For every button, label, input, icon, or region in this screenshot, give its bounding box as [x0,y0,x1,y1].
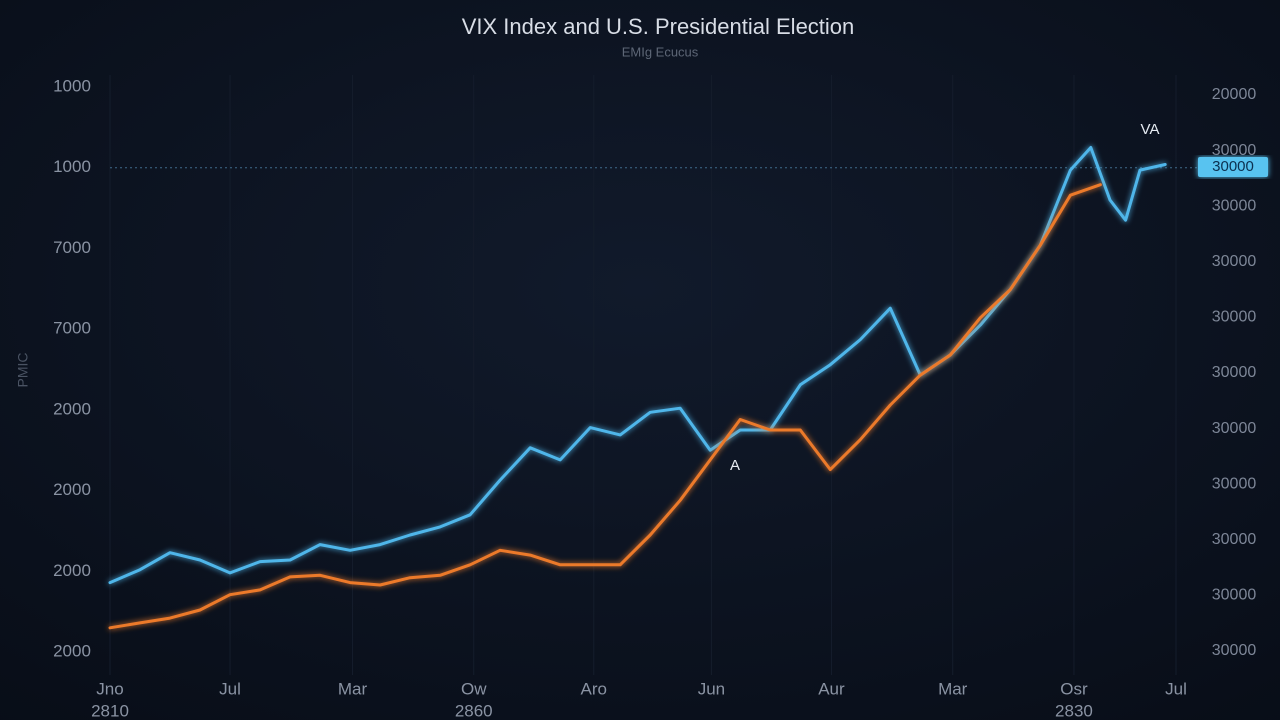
y-tick-label: 1000 [53,157,91,176]
y2-tick-label: 30000 [1212,364,1257,381]
x-tick-label: Jul [219,679,241,698]
y2-tick-label: 30000 [1212,420,1257,437]
year-tick-label: 2810 [91,701,129,720]
y-tick-label: 2000 [53,399,91,418]
y2-tick-label: 30000 [1212,142,1257,159]
y-tick-label: 7000 [53,319,91,338]
y2-tick-label: 30000 [1212,531,1257,548]
x-tick-label: Aur [818,679,845,698]
y-axis-title: PMIC [15,353,31,388]
series-line [108,183,1102,630]
y-tick-label: 2000 [53,561,91,580]
x-tick-label: Ow [461,679,487,698]
y-tick-label: 1000 [53,76,91,95]
y-tick-label: 7000 [53,238,91,257]
y2-tick-label: 30000 [1212,475,1257,492]
x-tick-label: Jun [698,679,725,698]
current-value-badge [1198,157,1268,177]
year-tick-label: 2830 [1055,701,1093,720]
x-tick-label: Aro [581,679,607,698]
y2-tick-label: 30000 [1212,197,1257,214]
year-tick-label: 2860 [455,701,493,720]
y2-tick-label: 30000 [1212,642,1257,659]
annotation: VA [1141,121,1160,138]
x-tick-label: Osr [1060,679,1088,698]
y2-tick-label: 20000 [1212,86,1257,103]
chart-title: VIX Index and U.S. Presidential Election [462,14,855,39]
y2-tick-label: 30000 [1212,253,1257,270]
y2-tick-label: 30000 [1212,587,1257,604]
x-tick-label: Mar [338,679,368,698]
y-tick-label: 2000 [53,641,91,660]
y-tick-label: 2000 [53,480,91,499]
x-tick-label: Mar [938,679,968,698]
annotation: A [730,457,740,474]
y2-tick-label: 30000 [1212,309,1257,326]
x-tick-label: Jno [96,679,123,698]
x-tick-label: Jul [1165,679,1187,698]
chart-subtitle: EMIg Ecucus [622,44,699,59]
current-value-label: 30000 [1212,158,1254,175]
